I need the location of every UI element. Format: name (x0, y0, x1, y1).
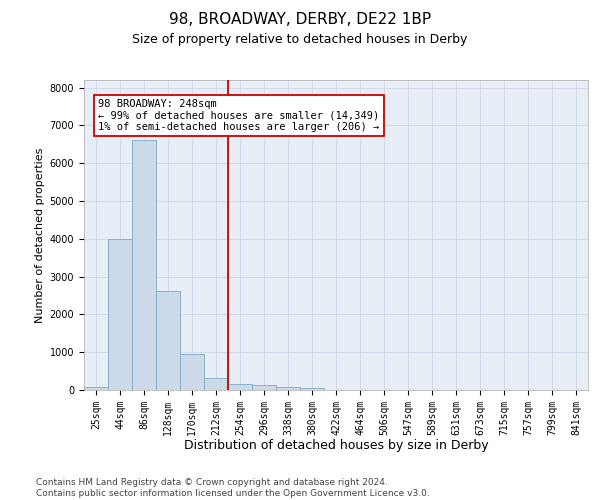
Bar (156, 291, 180, 390)
Text: 98, BROADWAY, DERBY, DE22 1BP: 98, BROADWAY, DERBY, DE22 1BP (169, 12, 431, 28)
Text: Contains HM Land Registry data © Crown copyright and database right 2024.
Contai: Contains HM Land Registry data © Crown c… (36, 478, 430, 498)
Y-axis label: Number of detached properties: Number of detached properties (35, 148, 46, 322)
Text: Size of property relative to detached houses in Derby: Size of property relative to detached ho… (133, 32, 467, 46)
Bar (252, 385, 276, 390)
Bar (84, 387, 108, 390)
Bar (204, 378, 228, 390)
Bar (276, 387, 300, 390)
Bar (132, 140, 156, 390)
Bar (300, 388, 324, 390)
Bar (228, 384, 252, 390)
Bar (108, 239, 132, 390)
Bar (180, 354, 204, 390)
Text: 98 BROADWAY: 248sqm
← 99% of detached houses are smaller (14,349)
1% of semi-det: 98 BROADWAY: 248sqm ← 99% of detached ho… (98, 99, 380, 132)
X-axis label: Distribution of detached houses by size in Derby: Distribution of detached houses by size … (184, 439, 488, 452)
